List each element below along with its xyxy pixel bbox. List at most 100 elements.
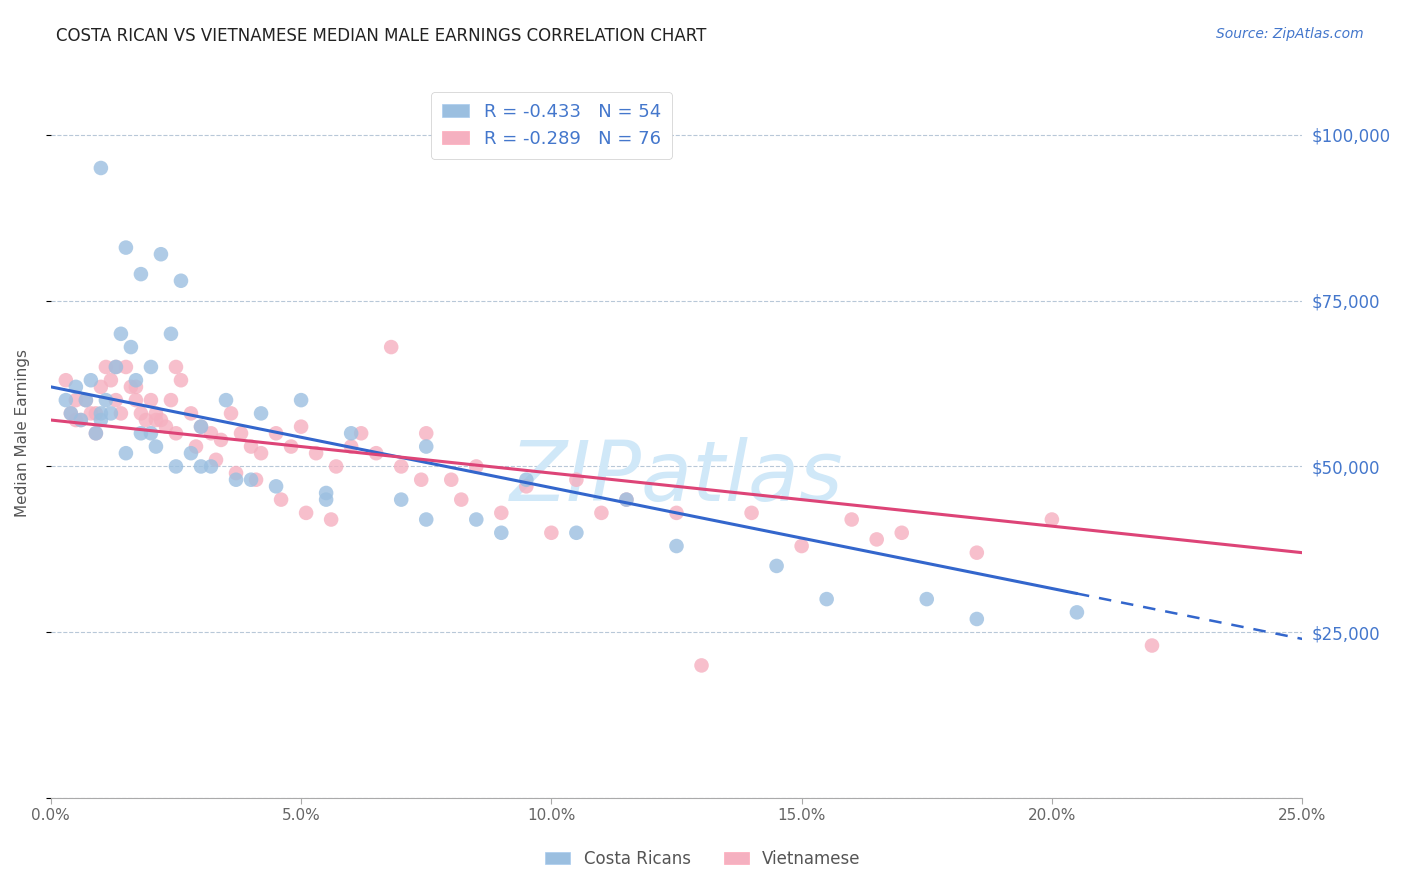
- Point: [915, 592, 938, 607]
- Point: [84, 406, 107, 420]
- Point: [94, 393, 117, 408]
- Point: [55, 373, 77, 387]
- Point: [135, 413, 157, 427]
- Point: [110, 326, 132, 341]
- Point: [690, 658, 713, 673]
- Point: [790, 539, 813, 553]
- Point: [165, 459, 187, 474]
- Point: [145, 440, 167, 454]
- Point: [149, 247, 172, 261]
- Point: [440, 473, 463, 487]
- Point: [100, 406, 122, 420]
- Point: [450, 492, 472, 507]
- Point: [205, 452, 228, 467]
- Point: [165, 426, 187, 441]
- Point: [70, 413, 93, 427]
- Point: [765, 558, 787, 573]
- Point: [65, 393, 87, 408]
- Point: [325, 459, 347, 474]
- Point: [155, 419, 177, 434]
- Text: ZIPatlas: ZIPatlas: [510, 436, 844, 517]
- Point: [125, 373, 148, 387]
- Point: [75, 393, 97, 408]
- Point: [215, 393, 238, 408]
- Point: [160, 393, 183, 408]
- Point: [145, 413, 167, 427]
- Point: [139, 393, 162, 408]
- Point: [90, 380, 112, 394]
- Point: [75, 393, 97, 408]
- Point: [389, 492, 412, 507]
- Point: [565, 525, 588, 540]
- Point: [264, 479, 287, 493]
- Point: [315, 486, 337, 500]
- Point: [245, 473, 267, 487]
- Point: [616, 492, 638, 507]
- Point: [491, 525, 513, 540]
- Point: [184, 440, 207, 454]
- Point: [115, 359, 138, 374]
- Point: [139, 426, 162, 441]
- Point: [350, 426, 373, 441]
- Point: [290, 419, 312, 434]
- Point: [1140, 639, 1163, 653]
- Point: [120, 340, 142, 354]
- Point: [315, 492, 337, 507]
- Point: [591, 506, 613, 520]
- Point: [665, 506, 688, 520]
- Point: [139, 359, 162, 374]
- Point: [170, 373, 193, 387]
- Y-axis label: Median Male Earnings: Median Male Earnings: [15, 350, 30, 517]
- Point: [1066, 606, 1088, 620]
- Point: [540, 525, 562, 540]
- Point: [100, 373, 122, 387]
- Point: [59, 406, 82, 420]
- Point: [1040, 512, 1063, 526]
- Point: [815, 592, 838, 607]
- Point: [966, 546, 988, 560]
- Legend: Costa Ricans, Vietnamese: Costa Ricans, Vietnamese: [538, 844, 868, 875]
- Point: [240, 440, 263, 454]
- Point: [264, 426, 287, 441]
- Point: [104, 393, 127, 408]
- Point: [94, 359, 117, 374]
- Point: [80, 373, 103, 387]
- Point: [270, 492, 292, 507]
- Point: [240, 473, 263, 487]
- Point: [129, 426, 152, 441]
- Point: [250, 406, 273, 420]
- Point: [190, 459, 212, 474]
- Point: [115, 241, 138, 255]
- Point: [616, 492, 638, 507]
- Point: [209, 433, 232, 447]
- Point: [225, 466, 247, 480]
- Point: [340, 426, 363, 441]
- Point: [741, 506, 763, 520]
- Point: [115, 446, 138, 460]
- Point: [165, 359, 187, 374]
- Point: [515, 473, 537, 487]
- Point: [515, 479, 537, 493]
- Point: [104, 359, 127, 374]
- Point: [90, 406, 112, 420]
- Point: [90, 413, 112, 427]
- Point: [890, 525, 912, 540]
- Point: [250, 446, 273, 460]
- Point: [665, 539, 688, 553]
- Point: [491, 506, 513, 520]
- Point: [129, 406, 152, 420]
- Point: [411, 473, 433, 487]
- Point: [170, 274, 193, 288]
- Text: Source: ZipAtlas.com: Source: ZipAtlas.com: [1216, 27, 1364, 41]
- Point: [180, 406, 202, 420]
- Point: [129, 267, 152, 281]
- Point: [321, 512, 343, 526]
- Point: [415, 512, 437, 526]
- Point: [841, 512, 863, 526]
- Text: COSTA RICAN VS VIETNAMESE MEDIAN MALE EARNINGS CORRELATION CHART: COSTA RICAN VS VIETNAMESE MEDIAN MALE EA…: [56, 27, 707, 45]
- Point: [55, 393, 77, 408]
- Point: [125, 380, 148, 394]
- Legend: R = -0.433   N = 54, R = -0.289   N = 76: R = -0.433 N = 54, R = -0.289 N = 76: [432, 92, 672, 159]
- Point: [190, 419, 212, 434]
- Point: [565, 473, 588, 487]
